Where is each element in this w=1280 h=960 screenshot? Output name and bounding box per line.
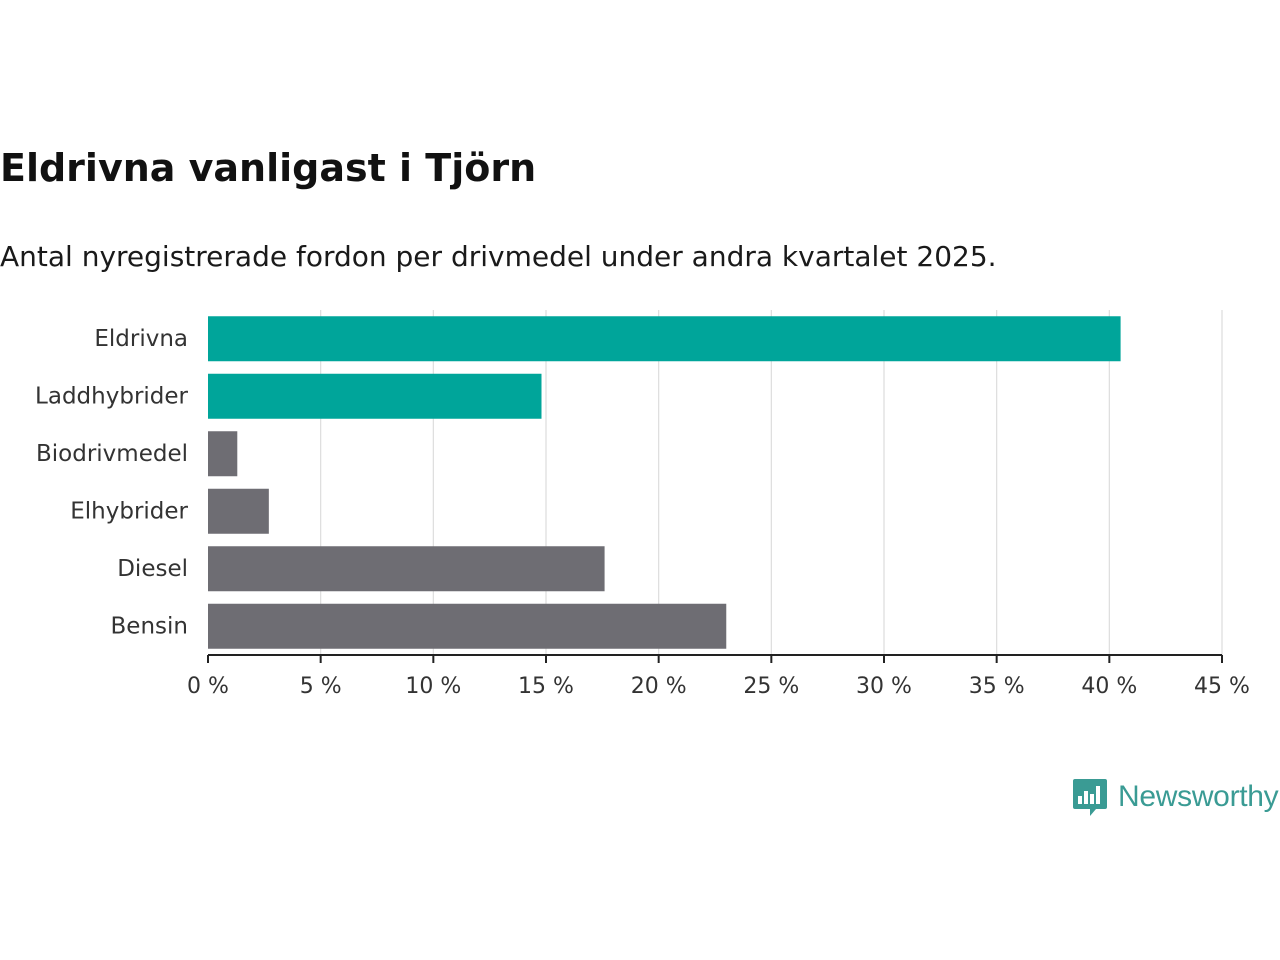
brand-name: Newsworthy: [1118, 780, 1279, 813]
bar-bensin: [208, 603, 727, 649]
bar-eldrivna: [208, 316, 1121, 362]
category-label: Eldrivna: [94, 326, 188, 352]
category-label: Bensin: [111, 613, 188, 639]
bar-diesel: [208, 546, 605, 592]
category-label: Diesel: [117, 556, 188, 582]
grid-lines: [320, 310, 1223, 655]
x-tick-label: 20 %: [631, 674, 687, 699]
category-labels: Eldrivna Laddhybrider Biodrivmedel Elhybrid…: [35, 326, 188, 640]
x-tick-label: 15 %: [518, 674, 574, 699]
x-tick-label: 10 %: [405, 674, 461, 699]
x-tick-label: 30 %: [856, 674, 912, 699]
bar-biodrivmedel: [208, 431, 238, 477]
x-tick-label: 0 %: [187, 674, 229, 699]
x-tick-label: 40 %: [1081, 674, 1137, 699]
x-axis: 0 % 5 % 10 % 15 % 20 % 25 % 30 % 35 % 40 % 45 %: [187, 654, 1250, 699]
x-tick-label: 25 %: [743, 674, 799, 699]
category-label: Elhybrider: [70, 498, 188, 524]
x-tick-label: 5 %: [300, 674, 342, 699]
bar-chart: Eldrivna Laddhybrider Biodrivmedel Elhybrid…: [35, 310, 1250, 699]
chart-subtitle: Antal nyregistrerade fordon per drivmede…: [0, 240, 997, 273]
bar-laddhybrider: [208, 373, 542, 419]
bar-elhybrider: [208, 488, 269, 534]
x-tick-label: 35 %: [969, 674, 1025, 699]
category-label: Biodrivmedel: [36, 441, 188, 467]
bars: [208, 316, 1121, 649]
x-tick-label: 45 %: [1194, 674, 1250, 699]
bar-chart-speech-bubble-icon: [1073, 779, 1107, 816]
chart-title: Eldrivna vanligast i Tjörn: [0, 146, 537, 190]
category-label: Laddhybrider: [35, 383, 188, 409]
brand-logo: Newsworthy: [1072, 777, 1279, 817]
